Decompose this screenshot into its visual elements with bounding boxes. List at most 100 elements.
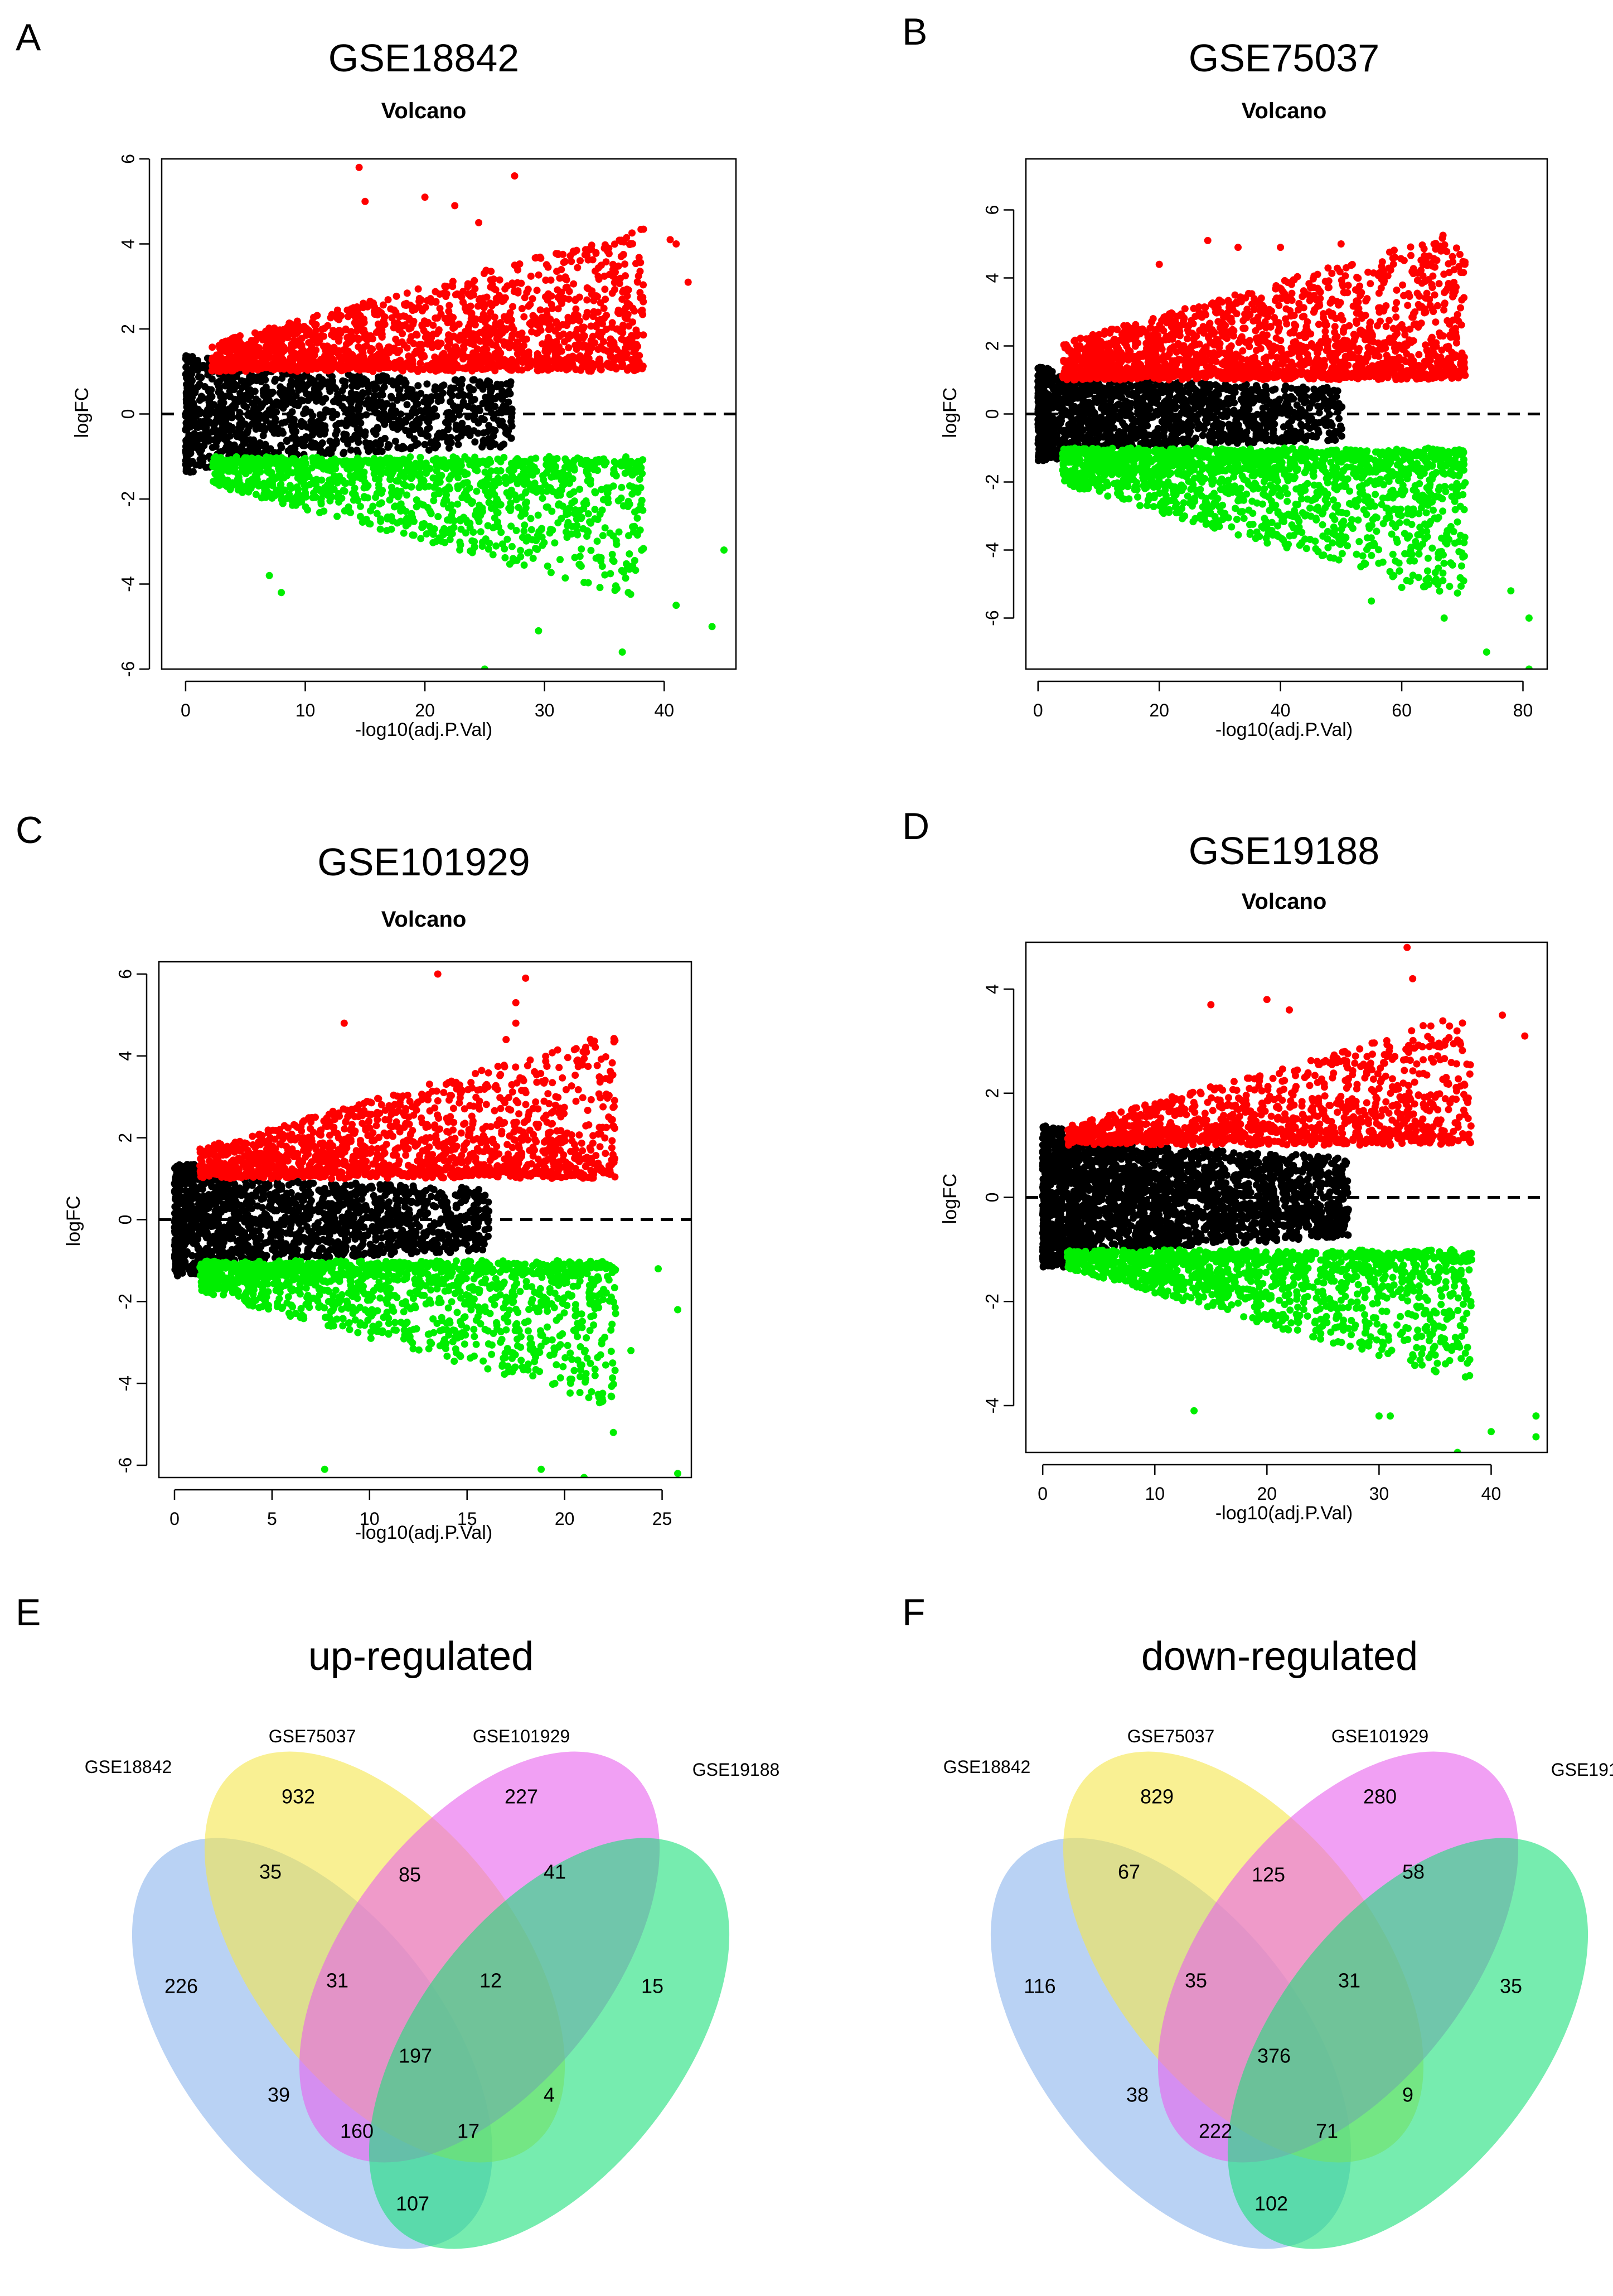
- not-significant-point: [252, 395, 260, 403]
- up-regulated-point: [462, 303, 469, 311]
- not-significant-point: [491, 403, 499, 410]
- not-significant-point: [442, 419, 449, 427]
- down-regulated-point: [442, 464, 450, 472]
- down-regulated-point: [520, 527, 528, 535]
- up-regulated-point: [437, 361, 444, 369]
- up-regulated-point: [481, 301, 489, 308]
- down-regulated-point: [372, 493, 380, 501]
- down-regulated-point: [527, 456, 535, 463]
- down-regulated-point: [333, 512, 341, 520]
- down-regulated-point: [521, 500, 529, 507]
- up-regulated-point: [247, 352, 255, 360]
- not-significant-point: [445, 438, 453, 446]
- down-regulated-point: [286, 482, 294, 490]
- down-regulated-point: [280, 474, 288, 482]
- up-regulated-point: [603, 326, 611, 333]
- down-regulated-point: [636, 526, 644, 534]
- not-significant-point: [191, 387, 199, 395]
- not-significant-point: [499, 391, 507, 399]
- down-regulated-point: [302, 503, 309, 511]
- not-significant-point: [372, 439, 380, 447]
- not-significant-point: [332, 422, 340, 429]
- not-significant-point: [202, 424, 210, 432]
- down-regulated-point: [377, 490, 385, 497]
- up-regulated-point: [399, 322, 407, 330]
- up-regulated-point: [278, 343, 285, 351]
- up-regulated-point: [541, 347, 549, 355]
- not-significant-point: [277, 442, 285, 449]
- up-regulated-point: [327, 364, 335, 372]
- down-regulated-point: [290, 455, 298, 463]
- down-regulated-point: [377, 499, 385, 507]
- not-significant-point: [445, 444, 453, 452]
- up-regulated-point: [463, 338, 471, 346]
- down-regulated-point: [294, 492, 302, 500]
- down-regulated-point: [298, 498, 306, 506]
- up-regulated-point: [482, 340, 490, 348]
- up-regulated-point: [418, 321, 426, 329]
- not-significant-point: [311, 419, 319, 427]
- not-significant-point: [278, 391, 285, 399]
- down-regulated-point: [559, 468, 566, 476]
- not-significant-point: [402, 379, 410, 387]
- down-regulated-point: [517, 477, 525, 485]
- up-regulated-point: [497, 323, 505, 331]
- down-regulated-point: [373, 510, 381, 517]
- up-regulated-point: [563, 276, 570, 284]
- down-regulated-point: [462, 487, 470, 495]
- up-regulated-point: [424, 340, 432, 348]
- down-regulated-point: [584, 579, 592, 587]
- down-regulated-point: [524, 533, 532, 541]
- up-regulated-point: [414, 285, 422, 293]
- up-regulated-point: [579, 356, 587, 364]
- not-significant-point: [310, 443, 318, 451]
- down-regulated-point: [511, 491, 519, 499]
- up-regulated-point: [633, 341, 640, 348]
- up-regulated-point: [451, 359, 459, 367]
- down-regulated-point: [601, 571, 609, 579]
- up-regulated-point: [559, 250, 567, 258]
- not-significant-point: [440, 381, 448, 389]
- not-significant-point: [1222, 380, 1229, 388]
- not-significant-point: [223, 374, 231, 382]
- not-significant-point: [312, 384, 320, 392]
- not-significant-point: [458, 390, 465, 398]
- not-significant-point: [359, 377, 366, 385]
- down-regulated-point: [351, 485, 359, 492]
- down-regulated-point: [345, 458, 352, 466]
- not-significant-point: [431, 386, 439, 394]
- down-regulated-point: [495, 467, 502, 475]
- not-significant-point: [389, 402, 396, 410]
- down-regulated-point: [410, 531, 418, 539]
- not-significant-point: [196, 462, 204, 469]
- not-significant-point: [424, 418, 432, 425]
- up-regulated-point: [298, 335, 306, 342]
- up-regulated-point: [469, 349, 477, 357]
- down-regulated-point: [590, 459, 598, 467]
- up-regulated-point: [607, 352, 614, 360]
- down-regulated-point: [624, 589, 632, 597]
- up-regulated-point: [406, 337, 414, 345]
- down-regulated-point: [292, 501, 300, 509]
- down-regulated-point: [610, 558, 618, 565]
- x-tick-label: 0: [181, 700, 191, 720]
- up-regulated-point: [409, 363, 416, 371]
- down-regulated-point: [521, 489, 529, 497]
- not-significant-point: [365, 448, 372, 455]
- down-regulated-point: [583, 468, 590, 476]
- not-significant-point: [219, 420, 226, 428]
- not-significant-point: [196, 396, 204, 404]
- down-regulated-point: [399, 505, 406, 512]
- down-regulated-point: [527, 515, 535, 522]
- up-regulated-point: [570, 280, 578, 288]
- not-significant-point: [188, 441, 196, 449]
- not-significant-point: [272, 375, 279, 383]
- up-regulated-point: [444, 366, 452, 374]
- up-regulated-point: [278, 350, 285, 357]
- down-regulated-point: [522, 476, 530, 484]
- up-regulated-point: [318, 326, 326, 333]
- up-regulated-point: [622, 272, 629, 280]
- up-regulated-point: [408, 303, 415, 311]
- down-regulated-point: [638, 469, 646, 477]
- up-regulated-point: [378, 326, 386, 333]
